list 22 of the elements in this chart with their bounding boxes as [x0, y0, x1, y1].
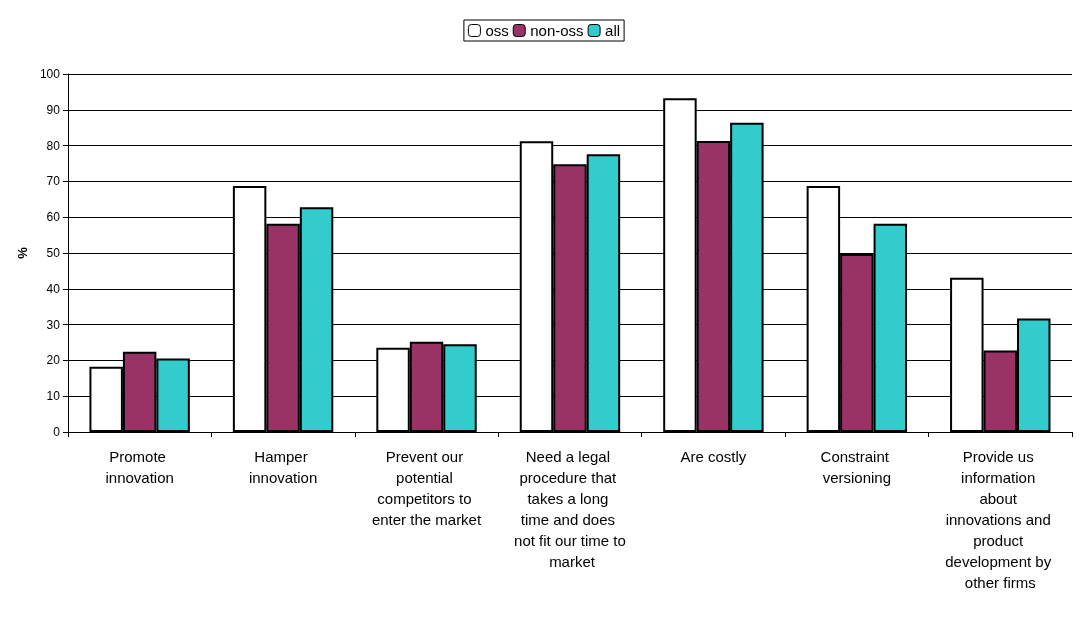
y-tick-label: 70 [46, 174, 61, 189]
x-tick-label: Provide us information about innovations and product development by other firms [945, 448, 1056, 591]
y-tick-label: 20 [46, 353, 61, 368]
legend-label: all [605, 22, 621, 39]
y-tick-label: 90 [46, 102, 61, 117]
legend-label: non-oss [530, 22, 584, 39]
x-tick-label: Prevent our potential competitors to enter the market [371, 448, 482, 528]
y-tick-label: 50 [46, 246, 61, 260]
y-tick-label: 30 [46, 317, 61, 332]
x-tick-label: Constraint versioning [820, 448, 894, 486]
x-tick-label: Hamper innovation [248, 448, 318, 486]
legend-label: oss [485, 22, 509, 39]
y-axis-title: % [15, 246, 30, 259]
y-tick-label: 40 [46, 281, 61, 296]
y-tick-label: 10 [46, 389, 61, 404]
y-tick-label: 0 [53, 425, 61, 439]
x-tick-label: Promote innovation [105, 448, 174, 486]
y-tick-label: 100 [39, 67, 61, 81]
y-tick-label: 60 [46, 210, 61, 225]
y-tick-label: 80 [46, 138, 61, 153]
x-tick-label: Are costly [680, 448, 747, 465]
x-tick-label: Need a legal procedure that takes a long time and does not fit our time to market [514, 448, 626, 570]
